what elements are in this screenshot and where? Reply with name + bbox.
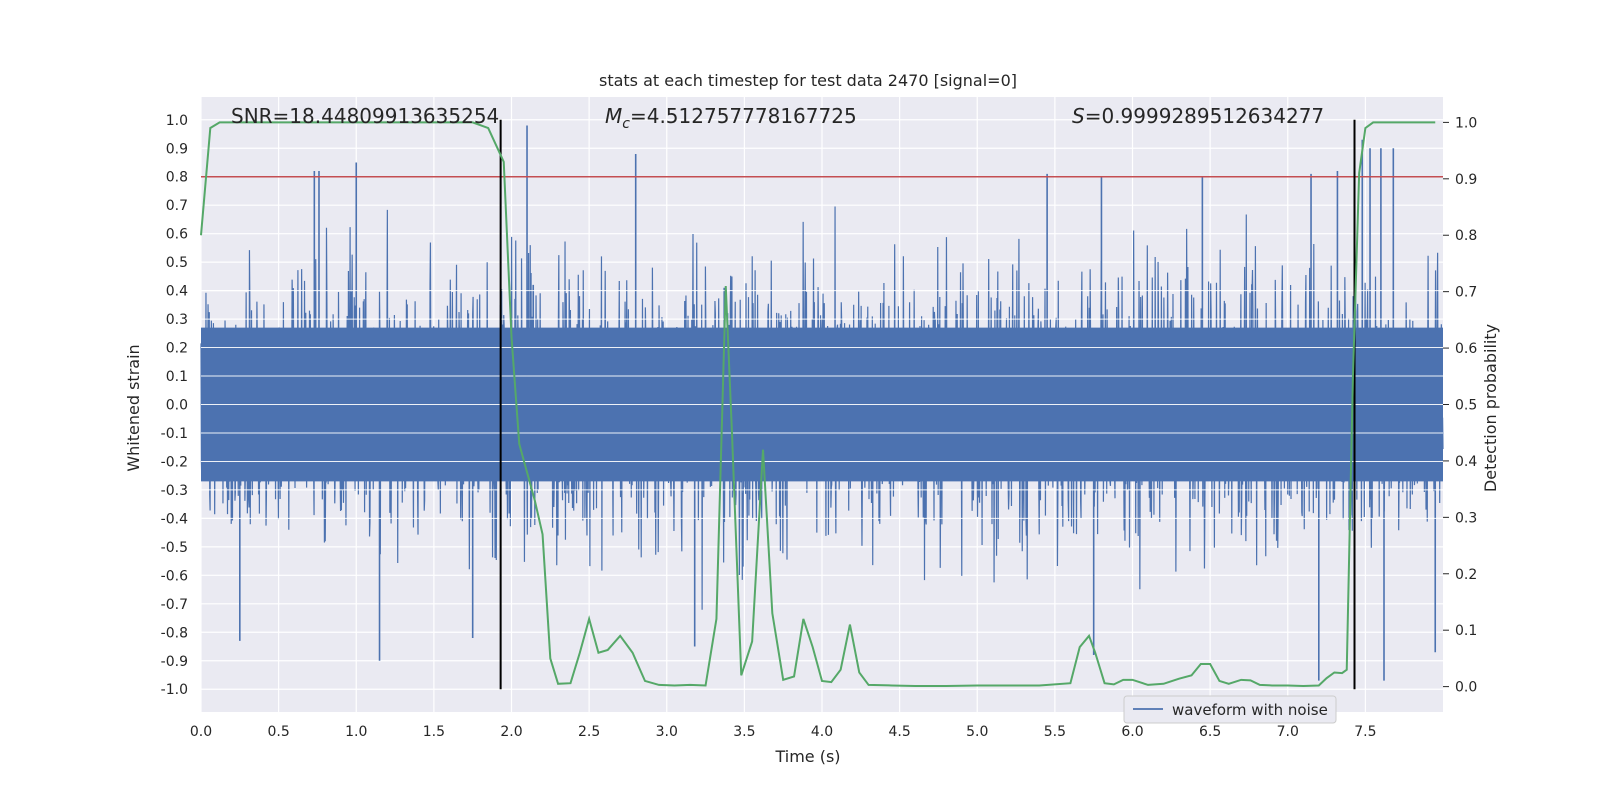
left-y-tick-label: -0.4 xyxy=(161,511,188,527)
x-tick-label: 3.0 xyxy=(656,724,678,740)
right-y-axis-ticks: 1.0 0.9 0.8 0.7 0.6 0.5 0.4 0.3 0.2 0.1 0.0 xyxy=(1443,115,1477,696)
x-tick-label: 4.5 xyxy=(888,724,910,740)
x-tick-label: 5.0 xyxy=(966,724,988,740)
left-y-tick-label: 0.5 xyxy=(166,255,188,271)
chirp-mass-annotation: Mc=4.512757778167725 xyxy=(605,104,857,132)
legend-box xyxy=(1123,695,1337,724)
right-y-axis-label: Detection probability xyxy=(1481,324,1500,492)
left-y-tick-label: -0.3 xyxy=(161,483,188,499)
right-y-tick-label: 0.3 xyxy=(1455,510,1477,526)
x-tick-label: 7.0 xyxy=(1277,724,1299,740)
right-y-tick-label: 0.7 xyxy=(1455,285,1477,301)
x-tick-label: 1.5 xyxy=(423,724,445,740)
waveform-series xyxy=(200,125,1444,681)
right-y-tick-label: 1.0 xyxy=(1455,115,1477,131)
left-y-tick-label: 0.2 xyxy=(166,341,188,357)
left-y-axis-ticks: 1.0 0.9 0.8 0.7 0.6 0.5 0.4 0.3 0.2 0.1 0.0 -0.1 -0.… xyxy=(161,113,188,698)
s-symbol: S xyxy=(1072,104,1085,128)
right-y-tick-label: 0.9 xyxy=(1455,172,1477,188)
right-y-tick-label: 0.6 xyxy=(1455,341,1477,357)
left-y-tick-label: -0.8 xyxy=(161,625,188,641)
x-axis-ticks: 0.0 0.5 1.0 1.5 2.0 2.5 3.0 3.5 4.0 4.5 5.0 5.5 6.0 6… xyxy=(190,724,1377,740)
right-y-tick-label: 0.8 xyxy=(1455,228,1477,244)
left-y-tick-label: -0.1 xyxy=(161,426,188,442)
left-y-tick-label: -1.0 xyxy=(161,682,188,698)
left-y-tick-label: 1.0 xyxy=(166,113,188,129)
x-tick-label: 2.5 xyxy=(578,724,600,740)
s-annotation: S=0.9999289512634277 xyxy=(1072,104,1324,128)
right-y-tick-label: 0.0 xyxy=(1455,680,1477,696)
x-tick-label: 0.0 xyxy=(190,724,212,740)
left-y-tick-label: -0.7 xyxy=(161,597,188,613)
legend: waveform with noise xyxy=(1123,695,1337,724)
x-tick-label: 6.0 xyxy=(1121,724,1143,740)
right-y-tick-label: 0.5 xyxy=(1455,398,1477,414)
x-tick-label: 0.5 xyxy=(267,724,289,740)
x-tick-label: 3.5 xyxy=(733,724,755,740)
x-tick-label: 1.0 xyxy=(345,724,367,740)
probability-series-line xyxy=(200,121,1436,688)
left-y-tick-label: 0.8 xyxy=(166,170,188,186)
x-tick-label: 4.0 xyxy=(811,724,833,740)
left-y-tick-label: 0.4 xyxy=(166,284,188,300)
right-y-tick-label: 0.2 xyxy=(1455,567,1477,583)
right-y-tick-label: 0.4 xyxy=(1455,454,1477,470)
left-y-tick-label: -0.2 xyxy=(161,454,188,470)
legend-label: waveform with noise xyxy=(1172,701,1328,719)
left-y-tick-label: 0.0 xyxy=(166,398,188,414)
left-y-tick-label: 0.9 xyxy=(166,141,188,157)
left-y-tick-label: 0.7 xyxy=(166,198,188,214)
left-y-tick-label: 0.3 xyxy=(166,312,188,328)
left-y-tick-label: -0.9 xyxy=(161,654,188,670)
left-y-tick-label: -0.5 xyxy=(161,540,188,556)
x-tick-label: 6.5 xyxy=(1199,724,1221,740)
left-y-tick-label: -0.6 xyxy=(161,568,188,584)
vertical-markers xyxy=(499,119,1356,690)
x-tick-label: 7.5 xyxy=(1354,724,1376,740)
left-y-tick-label: 0.1 xyxy=(166,369,188,385)
x-tick-label: 5.5 xyxy=(1044,724,1066,740)
left-y-tick-label: 0.6 xyxy=(166,227,188,243)
chirp-mass-value: =4.512757778167725 xyxy=(630,104,857,128)
chirp-mass-subscript: c xyxy=(622,116,630,132)
chirp-mass-symbol: M xyxy=(605,104,622,128)
x-tick-label: 2.0 xyxy=(500,724,522,740)
s-value: =0.9999289512634277 xyxy=(1085,104,1324,128)
left-y-axis-label: Whitened strain xyxy=(124,344,143,471)
x-axis-label: Time (s) xyxy=(774,747,840,766)
chart-title: stats at each timestep for test data 247… xyxy=(599,71,1017,90)
snr-annotation: SNR=18.44809913635254 xyxy=(231,104,499,128)
right-y-tick-label: 0.1 xyxy=(1455,623,1477,639)
